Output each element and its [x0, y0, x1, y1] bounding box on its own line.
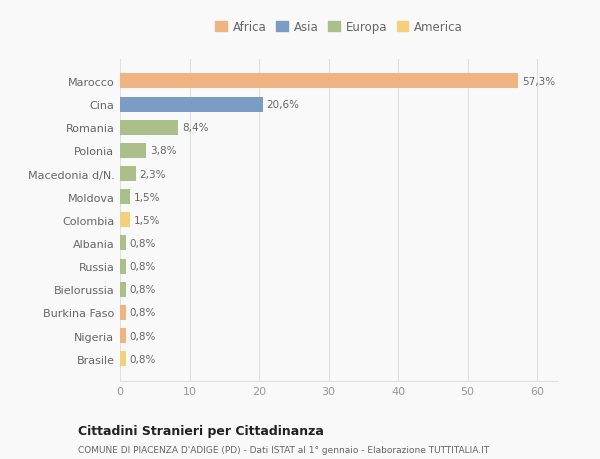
Text: 0,8%: 0,8% — [129, 238, 155, 248]
Bar — [120, 144, 146, 158]
Text: 20,6%: 20,6% — [266, 100, 299, 110]
Bar — [120, 282, 125, 297]
Text: 0,8%: 0,8% — [129, 308, 155, 318]
Text: 0,8%: 0,8% — [129, 331, 155, 341]
Bar — [120, 167, 136, 182]
Text: 8,4%: 8,4% — [182, 123, 208, 133]
Text: 2,3%: 2,3% — [139, 169, 166, 179]
Text: 1,5%: 1,5% — [134, 215, 160, 225]
Bar — [120, 328, 125, 343]
Bar — [120, 120, 178, 135]
Text: Cittadini Stranieri per Cittadinanza: Cittadini Stranieri per Cittadinanza — [78, 424, 324, 437]
Text: COMUNE DI PIACENZA D'ADIGE (PD) - Dati ISTAT al 1° gennaio - Elaborazione TUTTIT: COMUNE DI PIACENZA D'ADIGE (PD) - Dati I… — [78, 445, 489, 454]
Bar — [120, 351, 125, 366]
Bar — [120, 236, 125, 251]
Bar — [120, 74, 518, 90]
Text: 1,5%: 1,5% — [134, 192, 160, 202]
Text: 0,8%: 0,8% — [129, 285, 155, 295]
Bar — [120, 213, 130, 228]
Text: 0,8%: 0,8% — [129, 354, 155, 364]
Bar — [120, 305, 125, 320]
Bar — [120, 259, 125, 274]
Legend: Africa, Asia, Europa, America: Africa, Asia, Europa, America — [212, 17, 467, 37]
Text: 57,3%: 57,3% — [522, 77, 555, 87]
Text: 3,8%: 3,8% — [150, 146, 176, 156]
Bar — [120, 97, 263, 112]
Bar — [120, 190, 130, 205]
Text: 0,8%: 0,8% — [129, 262, 155, 271]
